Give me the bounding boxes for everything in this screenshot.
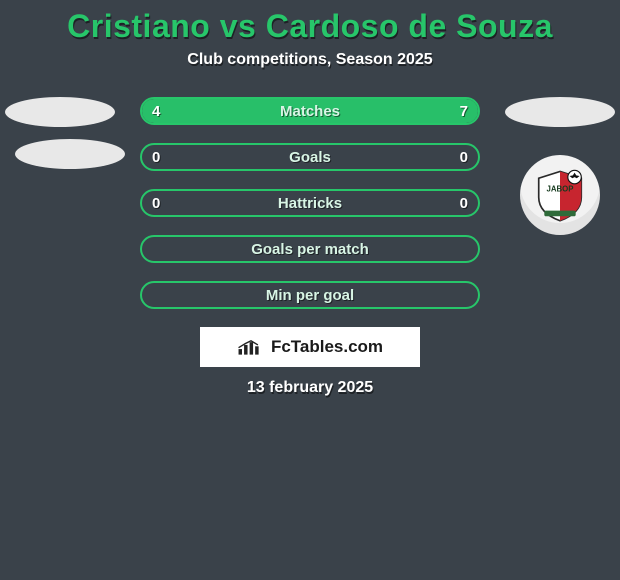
bar-chart-icon: [237, 338, 265, 356]
stats-area: JABOP 4 Matches 7 0 Goals 0 0 Hattricks 0 Goals p…: [0, 97, 620, 309]
stat-value-right: 0: [460, 149, 468, 166]
fctables-watermark: FcTables.com: [200, 327, 420, 367]
date-label: 13 february 2025: [0, 379, 620, 397]
stat-row: Goals per match: [140, 235, 480, 263]
svg-text:JABOP: JABOP: [547, 185, 574, 194]
stat-label: Matches: [280, 103, 340, 120]
stat-row: 0 Goals 0: [140, 143, 480, 171]
stat-value-right: 0: [460, 195, 468, 212]
page-title: Cristiano vs Cardoso de Souza: [0, 8, 620, 45]
stat-row: 4 Matches 7: [140, 97, 480, 125]
left-player-marker-1: [5, 97, 115, 127]
stat-row: 0 Hattricks 0: [140, 189, 480, 217]
right-player-marker-1: [505, 97, 615, 127]
stat-rows: 4 Matches 7 0 Goals 0 0 Hattricks 0 Goals per mat…: [140, 97, 480, 309]
stat-label: Min per goal: [266, 287, 354, 304]
stat-row: Min per goal: [140, 281, 480, 309]
stat-label: Goals per match: [251, 241, 369, 258]
stat-label: Goals: [289, 149, 331, 166]
stat-label: Hattricks: [278, 195, 342, 212]
subtitle: Club competitions, Season 2025: [0, 51, 620, 69]
stat-value-left: 4: [152, 103, 160, 120]
stat-value-right: 7: [460, 103, 468, 120]
stat-value-left: 0: [152, 195, 160, 212]
stat-value-left: 0: [152, 149, 160, 166]
watermark-text: FcTables.com: [271, 337, 383, 357]
left-player-marker-2: [15, 139, 125, 169]
javor-ivanjica-crest-icon: JABOP: [520, 155, 600, 235]
